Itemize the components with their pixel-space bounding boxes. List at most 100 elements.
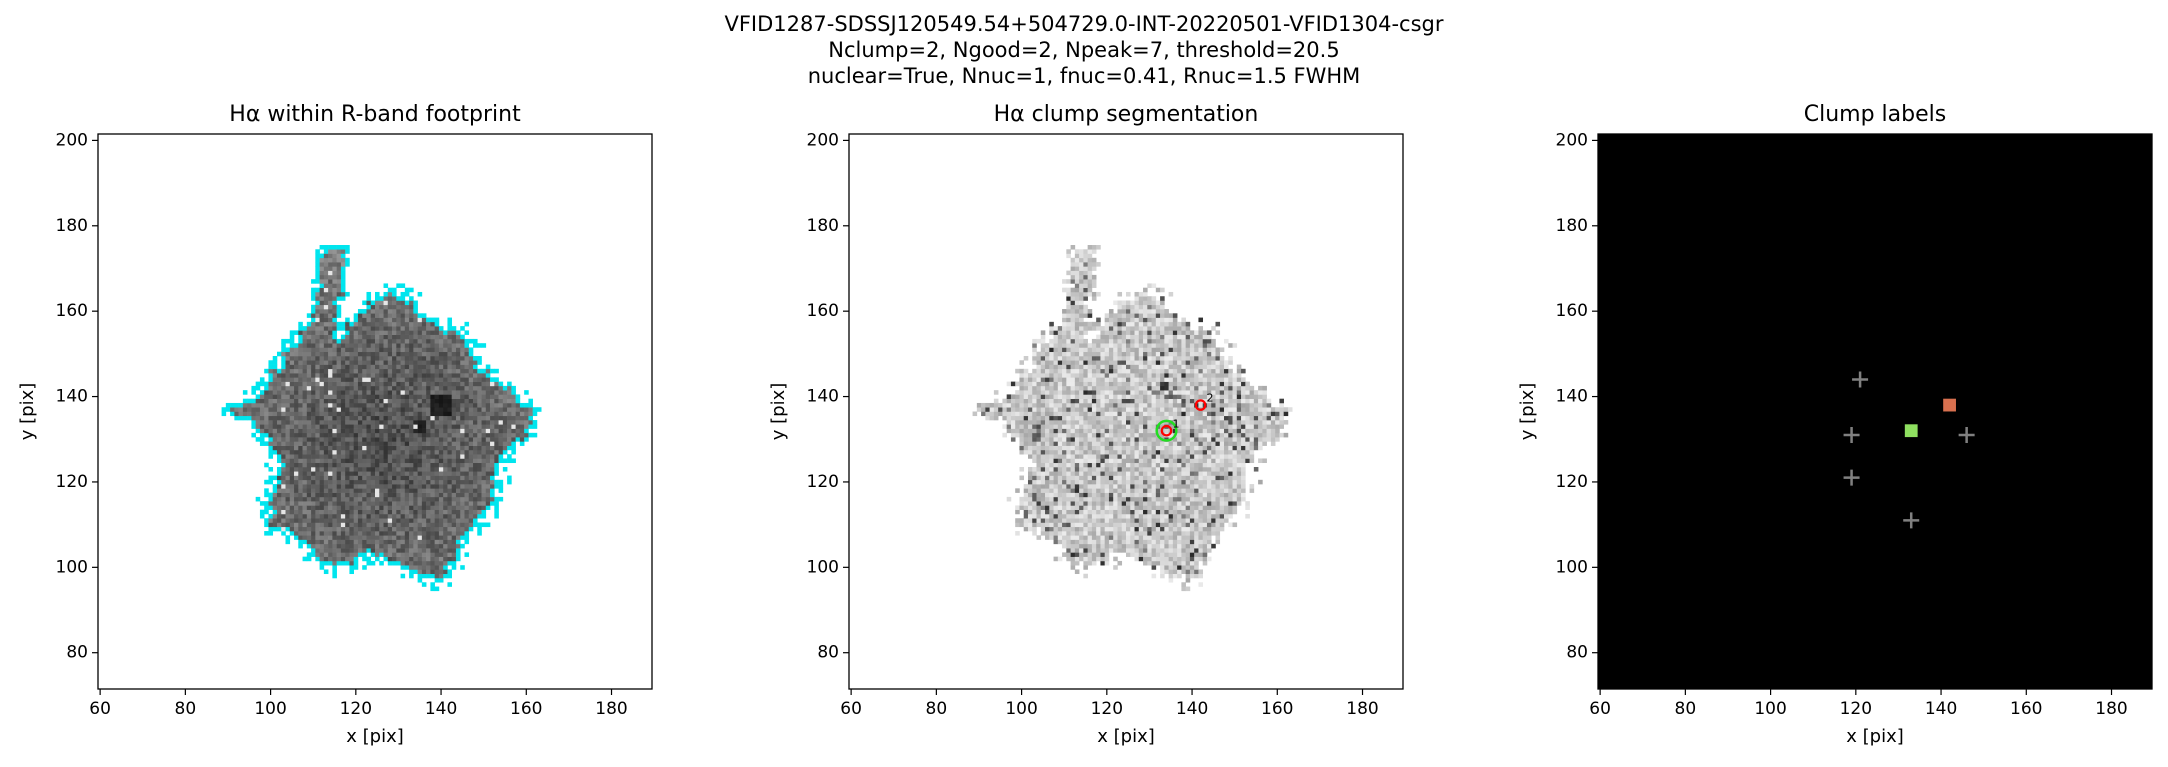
image-pixel: [426, 428, 431, 434]
image-pixel: [1070, 458, 1076, 464]
image-pixel: [1100, 505, 1105, 510]
image-pixel: [1117, 347, 1123, 353]
image-pixel: [1091, 356, 1097, 361]
image-pixel: [434, 347, 440, 353]
image-pixel: [302, 338, 308, 344]
image-pixel: [1079, 330, 1084, 335]
image-pixel: [1096, 377, 1101, 382]
image-pixel: [353, 398, 359, 404]
image-pixel: [268, 501, 274, 506]
image-pixel: [1091, 449, 1097, 455]
image-pixel: [447, 462, 453, 468]
image-pixel: [417, 552, 423, 557]
image-pixel: [485, 394, 491, 399]
image-pixel: [1091, 458, 1097, 464]
image-pixel: [1100, 531, 1105, 536]
image-pixel: [383, 492, 389, 498]
image-pixel: [481, 467, 487, 472]
image-pixel: [1126, 543, 1131, 549]
image-pixel: [1134, 484, 1140, 489]
image-pixel: [387, 347, 393, 353]
image-pixel: [1130, 501, 1135, 506]
image-pixel: [298, 496, 303, 502]
image-pixel: [366, 398, 372, 404]
image-pixel: [1087, 262, 1093, 267]
image-pixel: [1117, 462, 1123, 468]
image-pixel: [383, 351, 389, 357]
image-pixel: [1070, 531, 1076, 536]
image-pixel: [328, 351, 333, 357]
image-pixel: [259, 415, 265, 421]
image-pixel: [353, 317, 359, 323]
image-pixel: [417, 373, 423, 378]
image-pixel: [323, 428, 329, 434]
image-pixel: [340, 321, 346, 327]
image-pixel: [481, 475, 487, 481]
image-pixel: [1070, 488, 1076, 493]
image-pixel: [502, 432, 508, 438]
image-pixel: [362, 415, 367, 421]
image-pixel: [1032, 351, 1037, 357]
image-pixel: [323, 321, 329, 327]
image-pixel: [1023, 415, 1029, 421]
image-pixel: [464, 467, 470, 472]
image-pixel: [1108, 432, 1114, 438]
image-pixel: [1113, 432, 1118, 438]
image-pixel: [392, 411, 397, 417]
image-pixel: [392, 287, 397, 293]
image-pixel: [494, 390, 499, 395]
image-pixel: [451, 518, 457, 523]
image-pixel: [400, 415, 406, 421]
image-pixel: [366, 509, 372, 515]
image-pixel: [421, 484, 427, 489]
image-pixel: [319, 415, 325, 421]
image-pixel: [1070, 377, 1076, 382]
image-pixel: [362, 347, 367, 353]
image-pixel: [1074, 543, 1080, 549]
image-pixel: [1108, 445, 1114, 451]
image-pixel: [451, 467, 457, 472]
image-pixel: [392, 330, 397, 335]
image-pixel: [375, 441, 380, 446]
image-pixel: [464, 420, 470, 425]
image-pixel: [1036, 338, 1042, 344]
image-pixel: [1113, 420, 1118, 425]
image-pixel: [421, 471, 427, 476]
image-pixel: [383, 347, 389, 353]
image-pixel: [1104, 402, 1110, 408]
image-pixel: [323, 364, 329, 370]
image-pixel: [336, 402, 342, 408]
y-axis-label: y [pix]: [17, 383, 38, 441]
image-pixel: [460, 522, 465, 528]
image-pixel: [392, 548, 397, 553]
image-pixel: [366, 313, 372, 318]
image-pixel: [353, 462, 359, 468]
image-pixel: [1134, 291, 1140, 297]
image-pixel: [409, 501, 414, 506]
image-pixel: [468, 501, 474, 506]
image-pixel: [387, 296, 393, 301]
image-pixel: [1130, 428, 1135, 434]
image-pixel: [379, 398, 384, 404]
image-pixel: [1074, 462, 1080, 468]
image-pixel: [1036, 368, 1042, 374]
image-pixel: [242, 398, 248, 404]
image-pixel: [409, 441, 414, 446]
image-pixel: [421, 343, 427, 348]
image-pixel: [421, 368, 427, 374]
image-pixel: [460, 526, 465, 532]
image-pixel: [481, 385, 487, 391]
image-pixel: [370, 381, 376, 387]
image-pixel: [1066, 326, 1071, 331]
image-pixel: [1121, 334, 1127, 340]
image-pixel: [315, 518, 320, 523]
image-pixel: [328, 317, 333, 323]
image-pixel: [298, 381, 303, 387]
image-pixel: [336, 488, 342, 493]
image-pixel: [328, 321, 333, 327]
image-pixel: [387, 398, 393, 404]
image-pixel: [1066, 390, 1071, 395]
image-pixel: [1015, 394, 1020, 399]
image-pixel: [1066, 492, 1071, 498]
image-pixel: [434, 437, 440, 442]
